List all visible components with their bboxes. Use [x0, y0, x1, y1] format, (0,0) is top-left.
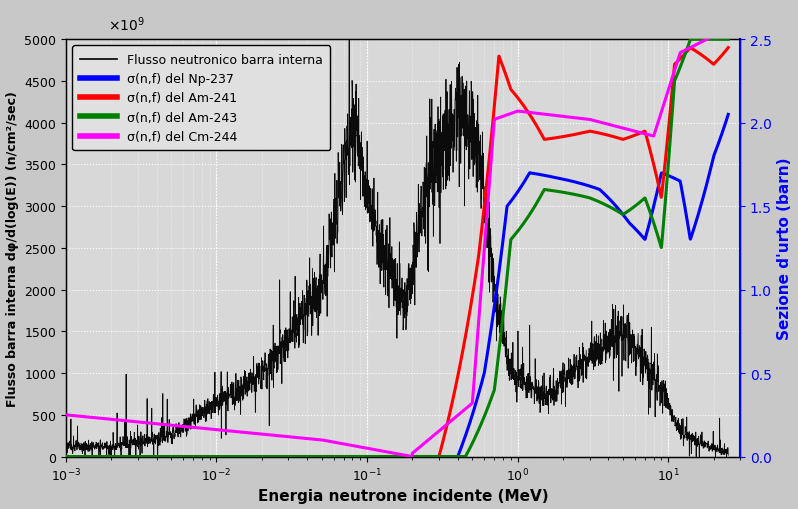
X-axis label: Energia neutrone incidente (MeV): Energia neutrone incidente (MeV)	[258, 489, 548, 503]
Y-axis label: Sezione d'urto (barn): Sezione d'urto (barn)	[777, 157, 792, 340]
Text: $\times 10^9$: $\times 10^9$	[108, 15, 144, 34]
Legend: Flusso neutronico barra interna, σ(n,f) del Np-237, σ(n,f) del Am-241, σ(n,f) de: Flusso neutronico barra interna, σ(n,f) …	[72, 46, 330, 151]
Y-axis label: Flusso barra interna dφ/d(log(E)) (n/cm²/sec): Flusso barra interna dφ/d(log(E)) (n/cm²…	[6, 91, 18, 406]
